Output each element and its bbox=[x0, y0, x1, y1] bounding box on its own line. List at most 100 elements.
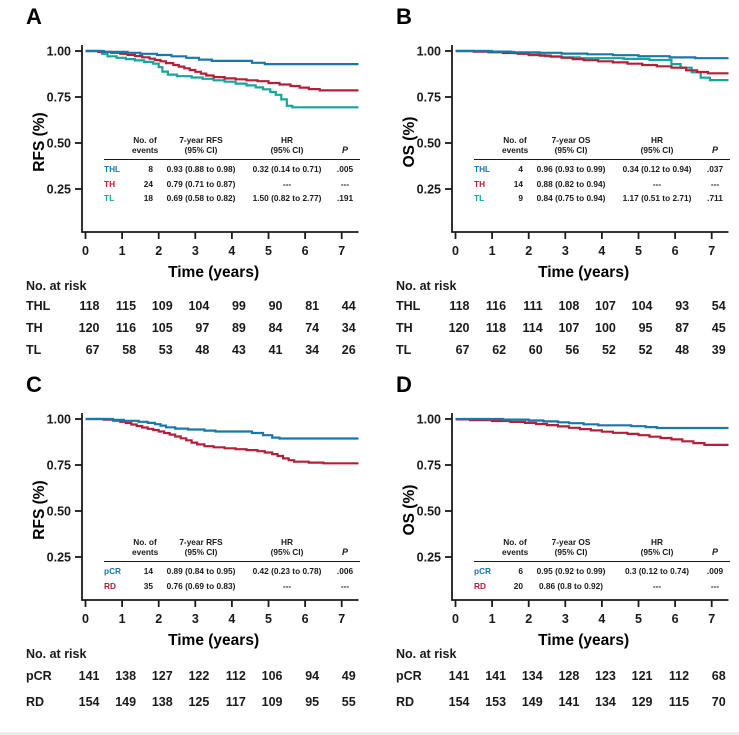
risk-row-label: pCR bbox=[26, 669, 52, 683]
inset-header-cell bbox=[104, 558, 132, 562]
x-tick-label: 0 bbox=[82, 612, 89, 626]
curve-pCR bbox=[455, 417, 729, 430]
risk-value: 104 bbox=[188, 299, 209, 313]
risk-value: 84 bbox=[269, 321, 283, 335]
x-tick-label: 2 bbox=[525, 244, 532, 258]
risk-row-label: TL bbox=[26, 343, 42, 357]
inset-cell: 0.42 (0.23 to 0.78) bbox=[252, 566, 322, 577]
inset-header-cell bbox=[104, 156, 132, 160]
risk-table-title: No. at risk bbox=[26, 647, 86, 661]
panel-c: C 1.00 0.75 0.50 0.25 0 1 2 3 4 5 6 7 Time (years) RF… bbox=[0, 368, 369, 735]
risk-value: 49 bbox=[342, 669, 356, 683]
x-tick-label: 7 bbox=[708, 244, 715, 258]
risk-value: 55 bbox=[342, 695, 356, 709]
y-axis-label: OS (%) bbox=[401, 117, 418, 168]
inset-header-cell: No. of events bbox=[502, 135, 528, 160]
risk-row-label: TL bbox=[396, 343, 412, 357]
inset-cell: 0.88 (0.82 to 0.94) bbox=[536, 178, 606, 189]
y-tick-label: 0.75 bbox=[417, 459, 441, 473]
x-tick-label: 0 bbox=[82, 244, 89, 258]
inset-stats-table: No. of events 7-year RFS (95% CI) HR (95% … bbox=[104, 537, 360, 591]
inset-group-label: THL bbox=[474, 164, 491, 175]
risk-value: 74 bbox=[305, 321, 319, 335]
risk-value: 94 bbox=[305, 669, 319, 683]
risk-value: 138 bbox=[115, 669, 136, 683]
risk-row-label: RD bbox=[26, 695, 44, 709]
inset-cell: 14 bbox=[143, 566, 153, 577]
risk-value: 48 bbox=[675, 343, 689, 357]
inset-header-cell bbox=[474, 558, 502, 562]
risk-value: 90 bbox=[269, 299, 283, 313]
risk-value: 112 bbox=[669, 669, 689, 683]
risk-value: 127 bbox=[152, 669, 173, 683]
panel-d: D 1.00 0.75 0.50 0.25 0 1 2 3 4 5 6 7 Time (years) OS… bbox=[370, 368, 739, 735]
risk-table-title: No. at risk bbox=[26, 279, 86, 293]
inset-group-label: TH bbox=[474, 178, 486, 189]
panel-letter-d: D bbox=[396, 372, 412, 397]
inset-group-label: RD bbox=[104, 580, 116, 591]
inset-cell: 1.50 (0.82 to 2.77) bbox=[252, 193, 322, 204]
y-tick-label: 0.50 bbox=[47, 505, 71, 519]
curve-TH bbox=[85, 49, 359, 92]
inset-cell: .006 bbox=[336, 566, 354, 577]
risk-value: 129 bbox=[632, 695, 653, 709]
inset-header-cell: No. of events bbox=[502, 537, 528, 562]
inset-cell: --- bbox=[340, 178, 350, 189]
y-tick-label: 1.00 bbox=[417, 413, 441, 427]
risk-value: 105 bbox=[152, 321, 173, 335]
risk-value: 153 bbox=[485, 695, 506, 709]
risk-value: 99 bbox=[232, 299, 246, 313]
x-tick-label: 7 bbox=[708, 612, 715, 626]
panel-letter-c: C bbox=[26, 372, 42, 397]
risk-value: 60 bbox=[529, 343, 543, 357]
inset-header-cell: 7-year OS (95% CI) bbox=[528, 135, 614, 160]
inset-cell: 0.3 (0.12 to 0.74) bbox=[624, 566, 690, 577]
inset-cell: --- bbox=[652, 178, 662, 189]
risk-value: 118 bbox=[79, 299, 99, 313]
y-tick-label: 0.75 bbox=[417, 91, 441, 105]
x-tick-label: 1 bbox=[489, 244, 496, 258]
risk-value: 54 bbox=[712, 299, 726, 313]
inset-cell: .009 bbox=[706, 566, 724, 577]
risk-value: 100 bbox=[595, 321, 616, 335]
risk-value: 53 bbox=[159, 343, 173, 357]
x-tick-label: 6 bbox=[672, 244, 679, 258]
inset-cell: 0.93 (0.88 to 0.98) bbox=[166, 164, 236, 175]
risk-value: 48 bbox=[195, 343, 209, 357]
risk-value: 108 bbox=[558, 299, 579, 313]
risk-value: 134 bbox=[595, 695, 616, 709]
y-tick-label: 1.00 bbox=[417, 45, 441, 59]
risk-value: 123 bbox=[595, 669, 616, 683]
panel-b: B 1.00 0.75 0.50 0.25 0 1 2 3 4 5 6 7 Time (years) OS… bbox=[370, 0, 739, 367]
y-axis-label: RFS (%) bbox=[31, 112, 48, 171]
curve-RD bbox=[85, 417, 359, 465]
inset-group-label: TL bbox=[104, 193, 115, 204]
y-tick-label: 1.00 bbox=[47, 45, 71, 59]
inset-cell: 0.34 (0.12 to 0.94) bbox=[622, 164, 692, 175]
risk-value: 34 bbox=[342, 321, 356, 335]
panel-a: A 1.00 0.75 0.50 0.25 0 1 2 3 4 5 6 7 Time (years) RF… bbox=[0, 0, 369, 367]
risk-row-label: THL bbox=[26, 299, 51, 313]
risk-value: 67 bbox=[86, 343, 100, 357]
x-tick-label: 6 bbox=[302, 612, 309, 626]
risk-value: 120 bbox=[449, 321, 470, 335]
x-axis-label: Time (years) bbox=[168, 264, 259, 281]
km-chart-D: 1.00 0.75 0.50 0.25 0 1 2 3 4 5 6 7 Time (years) OS (… bbox=[401, 413, 729, 649]
x-tick-label: 4 bbox=[598, 244, 605, 258]
inset-stats-table: No. of events 7-year OS (95% CI) HR (95% C… bbox=[474, 135, 730, 203]
inset-header-cell: P bbox=[700, 547, 730, 562]
inset-group-label: TH bbox=[104, 178, 116, 189]
y-tick-label: 0.50 bbox=[417, 505, 441, 519]
inset-header-cell: No. of events bbox=[132, 537, 158, 562]
risk-value: 128 bbox=[558, 669, 579, 683]
risk-value: 106 bbox=[262, 669, 283, 683]
risk-value: 116 bbox=[116, 321, 136, 335]
risk-value: 70 bbox=[712, 695, 726, 709]
risk-value: 111 bbox=[523, 299, 543, 313]
x-tick-label: 3 bbox=[562, 612, 569, 626]
x-tick-label: 2 bbox=[155, 244, 162, 258]
inset-header-cell: P bbox=[700, 145, 730, 160]
risk-value: 138 bbox=[152, 695, 173, 709]
inset-cell: --- bbox=[282, 580, 292, 591]
